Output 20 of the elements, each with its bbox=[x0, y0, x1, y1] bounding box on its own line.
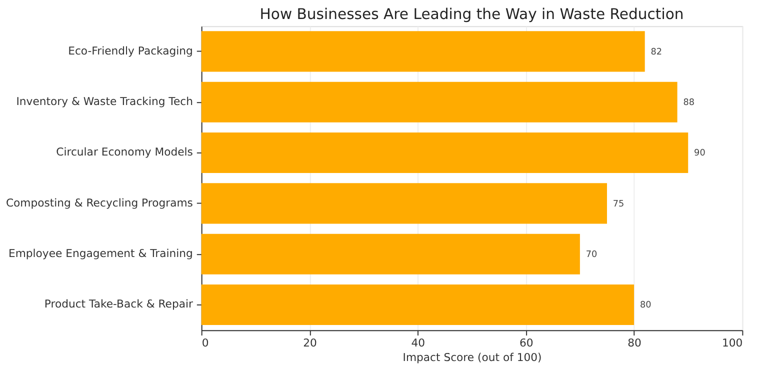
data-label: 90 bbox=[694, 148, 706, 159]
x-axis-title: Impact Score (out of 100) bbox=[402, 351, 542, 364]
x-tick-label: 80 bbox=[628, 336, 642, 350]
data-label: 88 bbox=[683, 98, 695, 108]
data-label: 82 bbox=[650, 47, 662, 58]
x-tick-label: 40 bbox=[411, 336, 426, 350]
y-tick-label: Inventory & Waste Tracking Tech bbox=[16, 95, 193, 108]
x-tick-label: 60 bbox=[519, 336, 534, 350]
data-label: 70 bbox=[586, 250, 598, 260]
y-tick-label: Employee Engagement & Training bbox=[8, 247, 193, 260]
x-tick-label: 100 bbox=[722, 336, 743, 350]
y-tick-label: Product Take-Back & Repair bbox=[44, 298, 194, 311]
y-tick-label: Composting & Recycling Programs bbox=[6, 196, 194, 210]
y-tick-label: Circular Economy Models bbox=[56, 146, 194, 159]
chart-title: How Businesses Are Leading the Way in Waste Reduction bbox=[260, 6, 684, 24]
x-tick-label: 20 bbox=[303, 336, 318, 350]
data-label: 75 bbox=[612, 199, 624, 210]
x-tick-label: 0 bbox=[202, 336, 209, 350]
data-label: 80 bbox=[640, 300, 652, 311]
y-tick-label: Eco-Friendly Packaging bbox=[68, 44, 193, 58]
